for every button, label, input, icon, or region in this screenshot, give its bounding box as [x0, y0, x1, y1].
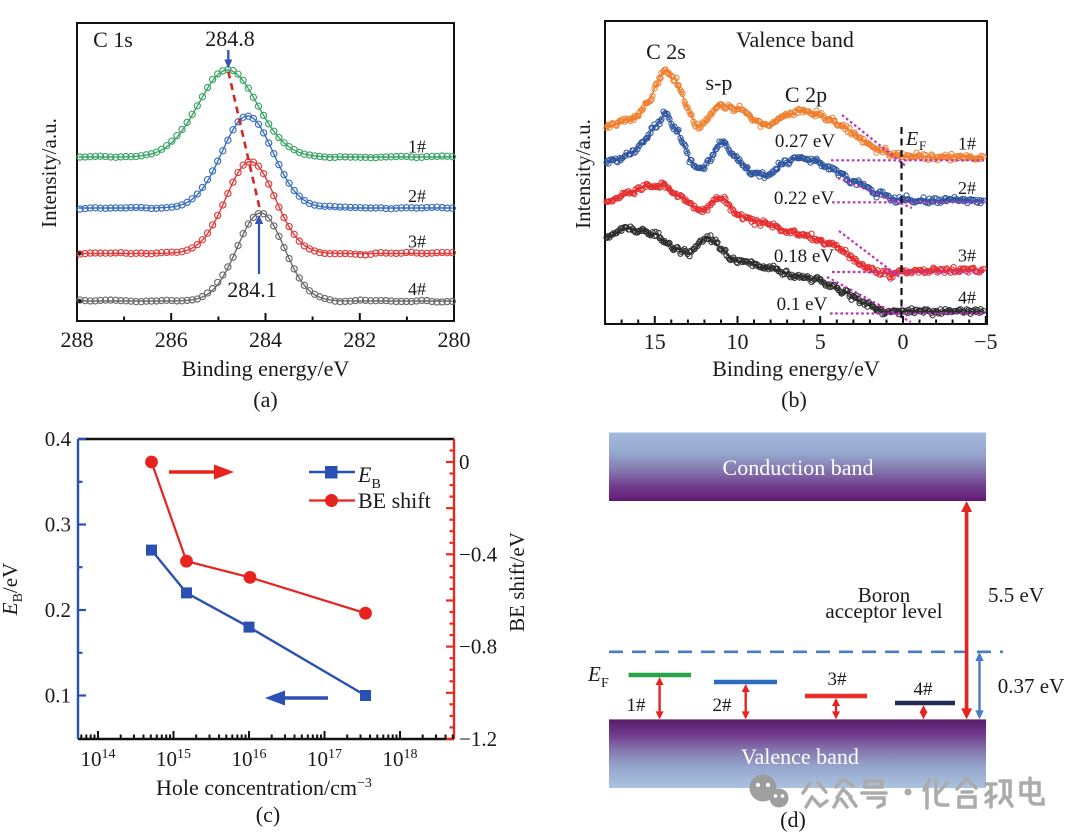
svg-text:2#: 2# [713, 695, 733, 716]
svg-text:−1.2: −1.2 [459, 727, 497, 751]
svg-text:0: 0 [898, 329, 909, 354]
svg-text:C 2s: C 2s [646, 39, 686, 64]
svg-text:5: 5 [815, 329, 826, 354]
svg-text:0.27 eV: 0.27 eV [775, 131, 835, 152]
svg-text:1#: 1# [408, 137, 426, 157]
svg-text:0.2: 0.2 [45, 598, 71, 622]
svg-text:F: F [919, 138, 926, 153]
svg-text:1#: 1# [627, 695, 647, 716]
svg-text:Binding energy/eV: Binding energy/eV [182, 356, 350, 381]
svg-text:Valence band: Valence band [736, 27, 854, 52]
svg-text:Hole concentration/cm−3: Hole concentration/cm−3 [156, 775, 372, 800]
svg-text:F: F [601, 676, 609, 691]
svg-text:0: 0 [459, 450, 470, 474]
svg-text:Boron: Boron [858, 583, 911, 607]
svg-text:3#: 3# [958, 246, 976, 266]
svg-text:0.4: 0.4 [45, 427, 72, 451]
svg-text:BE shift: BE shift [358, 488, 431, 513]
svg-text:0.3: 0.3 [45, 513, 71, 537]
svg-text:0.18 eV: 0.18 eV [774, 246, 834, 267]
svg-text:15: 15 [644, 329, 666, 354]
svg-text:EB/eV: EB/eV [0, 563, 26, 617]
svg-text:Valence band: Valence band [741, 744, 859, 769]
svg-text:C 1s: C 1s [93, 27, 133, 52]
svg-text:1017: 1017 [307, 747, 342, 771]
svg-text:4#: 4# [914, 679, 934, 700]
svg-text:2#: 2# [958, 178, 976, 198]
svg-text:280: 280 [438, 327, 471, 352]
svg-text:(c): (c) [256, 802, 280, 827]
svg-text:10: 10 [727, 329, 749, 354]
svg-text:284: 284 [249, 327, 282, 352]
svg-text:s-p: s-p [706, 70, 733, 95]
svg-text:EB: EB [357, 462, 381, 492]
svg-text:3#: 3# [828, 669, 848, 690]
svg-text:(a): (a) [253, 387, 277, 412]
svg-text:Intensity/a.u.: Intensity/a.u. [571, 119, 595, 229]
svg-text:acceptor level: acceptor level [825, 599, 942, 623]
svg-text:Conduction band: Conduction band [723, 455, 874, 480]
svg-text:288: 288 [61, 327, 94, 352]
svg-text:0.37 eV: 0.37 eV [998, 674, 1065, 698]
svg-text:284.1: 284.1 [227, 277, 277, 302]
svg-text:286: 286 [155, 327, 188, 352]
svg-text:3#: 3# [408, 232, 426, 252]
svg-text:0.1: 0.1 [45, 684, 71, 708]
svg-text:284.8: 284.8 [205, 26, 255, 51]
svg-text:1#: 1# [958, 134, 976, 154]
svg-text:BE shift/eV: BE shift/eV [505, 532, 529, 632]
svg-text:(d): (d) [780, 807, 806, 832]
svg-text:5.5 eV: 5.5 eV [988, 583, 1044, 607]
svg-text:Binding energy/eV: Binding energy/eV [712, 356, 880, 381]
svg-text:C 2p: C 2p [785, 82, 827, 107]
svg-text:2#: 2# [408, 186, 426, 206]
svg-text:(b): (b) [781, 387, 807, 412]
svg-text:4#: 4# [958, 288, 976, 308]
svg-text:4#: 4# [408, 279, 426, 299]
svg-text:E: E [905, 128, 918, 150]
svg-text:E: E [587, 662, 601, 686]
svg-text:Intensity/a.u.: Intensity/a.u. [37, 118, 61, 228]
svg-text:−5: −5 [974, 329, 997, 354]
svg-text:282: 282 [343, 327, 376, 352]
svg-text:0.22 eV: 0.22 eV [774, 188, 834, 209]
svg-text:−0.8: −0.8 [459, 635, 497, 659]
svg-text:−0.4: −0.4 [459, 542, 498, 566]
svg-text:0.1 eV: 0.1 eV [777, 294, 828, 315]
